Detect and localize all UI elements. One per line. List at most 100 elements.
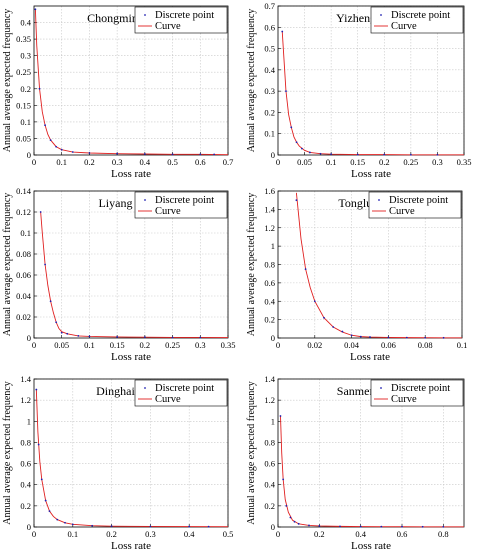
- y-tick-label: 0: [27, 333, 31, 343]
- y-tick-label: 0.4: [20, 480, 31, 490]
- y-tick-label: 0.02: [16, 312, 31, 322]
- data-point: [297, 522, 300, 525]
- legend-point-marker: [144, 387, 146, 389]
- x-tick-label: 0.7: [223, 157, 234, 167]
- y-tick-label: 1.4: [20, 374, 31, 384]
- x-tick-label: 0.3: [145, 529, 156, 539]
- x-tick-label: 0: [32, 340, 36, 350]
- x-tick-label: 0.8: [438, 529, 449, 539]
- x-tick-label: 0.25: [403, 157, 418, 167]
- legend-label-points: Discrete point: [155, 383, 214, 394]
- data-point: [60, 148, 63, 151]
- data-point: [369, 336, 371, 338]
- x-tick-label: 0.2: [106, 529, 117, 539]
- y-tick-label: 0: [271, 522, 275, 532]
- data-point: [35, 388, 38, 391]
- y-tick-label: 0.12: [16, 207, 31, 217]
- data-point: [143, 336, 146, 339]
- data-point: [44, 499, 47, 502]
- y-tick-label: 1.2: [20, 395, 31, 405]
- data-point: [171, 153, 174, 156]
- data-point: [199, 153, 202, 156]
- x-axis-label: Loss rate: [111, 351, 151, 363]
- data-point: [188, 525, 191, 528]
- data-point: [49, 300, 52, 303]
- y-tick-label: 1: [27, 416, 31, 426]
- series-curve-line: [280, 415, 464, 528]
- y-tick-label: 1.2: [264, 223, 275, 233]
- panel-title: Chongming: [87, 11, 144, 25]
- data-point: [442, 525, 445, 528]
- x-tick-label: 0.6: [397, 529, 408, 539]
- y-tick-label: 1.2: [264, 395, 275, 405]
- data-point: [71, 523, 74, 526]
- data-point: [330, 153, 333, 156]
- data-point: [116, 336, 119, 338]
- y-tick-label: 0.4: [264, 480, 275, 490]
- y-tick-label: 0.08: [16, 249, 31, 259]
- y-tick-label: 0.2: [20, 501, 31, 511]
- x-tick-label: 0.2: [140, 340, 151, 350]
- data-point: [359, 335, 362, 338]
- x-tick-label: 0.5: [167, 157, 178, 167]
- y-tick-label: 0.6: [264, 22, 275, 32]
- y-tick-label: 0: [271, 150, 275, 160]
- y-tick-label: 0.8: [20, 437, 31, 447]
- legend-label-curve: Curve: [391, 394, 417, 405]
- x-tick-label: 0: [32, 157, 36, 167]
- data-point: [55, 145, 58, 148]
- y-tick-label: 0.04: [16, 291, 32, 301]
- y-tick-label: 0.2: [264, 315, 275, 325]
- y-tick-label: 0.1: [20, 117, 31, 127]
- data-point: [39, 211, 42, 213]
- x-tick-label: 0.02: [307, 340, 322, 350]
- y-tick-label: 0.4: [264, 65, 275, 75]
- y-tick-label: 0.2: [264, 501, 275, 511]
- axes-frame: [33, 190, 229, 339]
- x-tick-label: 0: [276, 157, 280, 167]
- data-point: [442, 336, 445, 339]
- data-point: [56, 518, 59, 521]
- y-tick-label: 0.05: [16, 133, 31, 143]
- x-tick-label: 0.3: [432, 157, 443, 167]
- data-point: [409, 153, 412, 156]
- data-point: [116, 152, 119, 155]
- data-point: [405, 336, 408, 339]
- axes-frame: [33, 378, 229, 528]
- chart-panel-yizheng: 0 0.05 0.1 0.15 0.2 0.25 0.3 0.35 0 0.1 0.2 0.3 0.4 0…: [246, 1, 471, 180]
- legend-label-points: Discrete point: [155, 195, 214, 206]
- data-point: [301, 147, 303, 150]
- data-point: [308, 151, 311, 154]
- x-tick-label: 0.1: [67, 529, 78, 539]
- data-point: [424, 336, 427, 339]
- x-tick-label: 0.25: [165, 340, 180, 350]
- data-point: [323, 316, 325, 319]
- x-tick-label: 0.05: [297, 157, 312, 167]
- y-tick-label: 0.14: [16, 186, 32, 196]
- legend-label-points: Discrete point: [389, 195, 448, 206]
- x-tick-label: 0.05: [54, 340, 69, 350]
- data-point: [356, 153, 359, 156]
- y-tick-label: 0.8: [264, 260, 275, 270]
- data-point: [436, 153, 439, 156]
- data-point: [55, 321, 58, 324]
- data-point: [91, 524, 94, 527]
- y-tick-label: 0.3: [20, 51, 31, 61]
- x-tick-label: 0.1: [457, 340, 468, 350]
- data-point: [40, 478, 43, 481]
- legend-label-points: Discrete point: [155, 10, 214, 21]
- series-curve-line: [40, 211, 229, 339]
- x-tick-label: 0.15: [350, 157, 365, 167]
- panel-title: Liyang: [98, 196, 132, 210]
- y-tick-label: 0.1: [264, 129, 275, 139]
- x-tick-label: 0.4: [140, 157, 151, 167]
- series-curve-line: [34, 9, 229, 156]
- y-tick-label: 0.3: [264, 86, 275, 96]
- legend-box: [368, 191, 462, 219]
- data-point: [281, 30, 284, 33]
- y-tick-label: 0.7: [264, 1, 275, 11]
- data-point: [110, 525, 113, 528]
- x-axis-label: Loss rate: [111, 168, 151, 180]
